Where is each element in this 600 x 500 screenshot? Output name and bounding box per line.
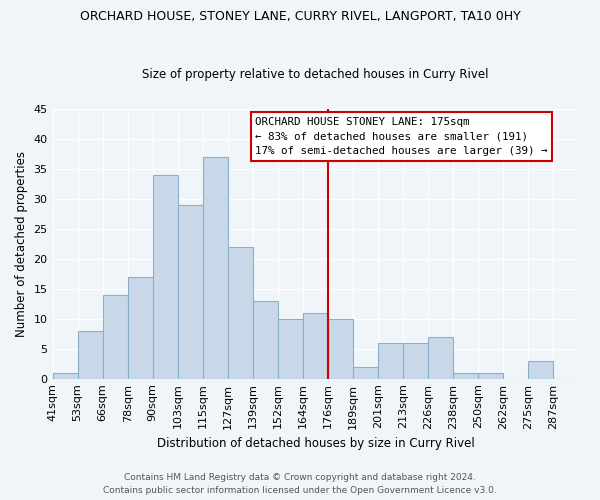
Bar	[453, 372, 478, 378]
X-axis label: Distribution of detached houses by size in Curry Rivel: Distribution of detached houses by size …	[157, 437, 475, 450]
Bar	[53, 372, 77, 378]
Bar	[529, 360, 553, 378]
Bar	[253, 300, 278, 378]
Bar	[328, 318, 353, 378]
Text: Contains HM Land Registry data © Crown copyright and database right 2024.
Contai: Contains HM Land Registry data © Crown c…	[103, 474, 497, 495]
Bar	[77, 330, 103, 378]
Y-axis label: Number of detached properties: Number of detached properties	[15, 150, 28, 336]
Bar	[278, 318, 303, 378]
Bar	[378, 342, 403, 378]
Bar	[428, 336, 453, 378]
Bar	[128, 276, 153, 378]
Bar	[353, 366, 378, 378]
Bar	[228, 246, 253, 378]
Bar	[203, 156, 228, 378]
Bar	[153, 174, 178, 378]
Bar	[478, 372, 503, 378]
Bar	[403, 342, 428, 378]
Text: ORCHARD HOUSE STONEY LANE: 175sqm
← 83% of detached houses are smaller (191)
17%: ORCHARD HOUSE STONEY LANE: 175sqm ← 83% …	[255, 116, 548, 156]
Text: ORCHARD HOUSE, STONEY LANE, CURRY RIVEL, LANGPORT, TA10 0HY: ORCHARD HOUSE, STONEY LANE, CURRY RIVEL,…	[80, 10, 520, 23]
Bar	[178, 204, 203, 378]
Bar	[103, 294, 128, 378]
Bar	[303, 312, 328, 378]
Title: Size of property relative to detached houses in Curry Rivel: Size of property relative to detached ho…	[142, 68, 489, 81]
